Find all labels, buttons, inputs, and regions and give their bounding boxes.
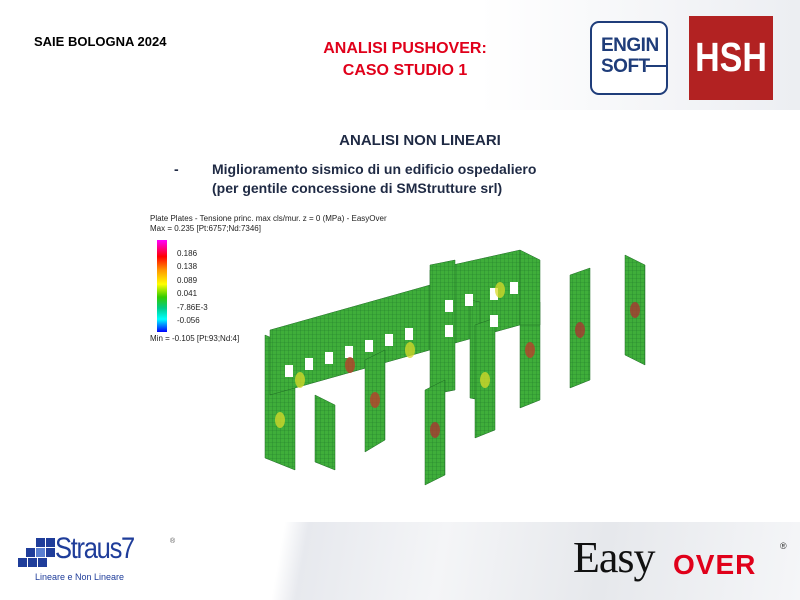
scale-tick: 0.041 (177, 289, 198, 299)
wall-plate (519, 249, 541, 326)
scale-tick: -7.86E-3 (177, 302, 208, 312)
enginsoft-logo: ENGIN SOFT (590, 21, 668, 95)
legend-max: Max = 0.235 [Pt:6757;Nd:7346] (150, 224, 261, 233)
logo-square (28, 558, 37, 567)
stress-hotspot (370, 392, 380, 408)
window-opening (305, 358, 313, 370)
stress-hotspot (275, 412, 285, 428)
wall-plate (429, 259, 456, 396)
logo-bar (646, 65, 668, 67)
bullet-line-1: Miglioramento sismico di un edificio osp… (212, 161, 537, 177)
window-opening (325, 352, 333, 364)
window-opening (490, 315, 498, 327)
scale-tick: 0.089 (177, 275, 198, 285)
section-heading: ANALISI NON LINEARI (339, 132, 501, 149)
contour-legend-header: Plate Plates - Tensione princ. max cls/m… (150, 214, 387, 234)
event-label: SAIE BOLOGNA 2024 (34, 34, 167, 49)
slide-title: ANALISI PUSHOVER: CASO STUDIO 1 (280, 38, 530, 82)
stress-hotspot (295, 372, 305, 388)
window-opening (510, 282, 518, 294)
enginsoft-logo-line1: ENGIN (601, 35, 659, 56)
stress-hotspot (525, 342, 535, 358)
logo-square (46, 538, 55, 547)
window-opening (345, 346, 353, 358)
stress-hotspot (430, 422, 440, 438)
straus7-name: Straus7 (55, 532, 135, 565)
stress-hotspot (495, 282, 505, 298)
logo-square (26, 548, 35, 557)
scale-tick: 0.138 (177, 262, 198, 272)
bullet-item: - Miglioramento sismico di un edificio os… (174, 160, 536, 198)
stress-hotspot (405, 342, 415, 358)
window-opening (465, 294, 473, 306)
legend-title: Plate Plates - Tensione princ. max cls/m… (150, 214, 387, 223)
window-opening (445, 325, 453, 337)
logo-square (38, 558, 47, 567)
stress-hotspot (480, 372, 490, 388)
registered-mark: ® (780, 541, 787, 551)
wall-plate (314, 394, 336, 471)
footer-background (0, 522, 800, 600)
legend-min: Min = -0.105 [Pt:93;Nd:4] (150, 334, 240, 343)
title-line-2: CASO STUDIO 1 (342, 62, 468, 79)
fem-model-render (264, 249, 646, 486)
bullet-line-2: (per gentile concessione di SMStrutture … (212, 180, 503, 196)
straus7-tagline: Lineare e Non Lineare (35, 572, 125, 582)
color-scale-ticks: 0.186 0.138 0.089 0.041 -7.86E-3 -0.056 (177, 247, 208, 327)
enginsoft-logo-line2: SOFT (601, 56, 650, 77)
window-opening (490, 288, 498, 300)
stress-hotspot (575, 322, 585, 338)
registered-mark: ® (170, 538, 176, 545)
logo-square (36, 538, 45, 547)
window-opening (385, 334, 393, 346)
window-opening (285, 365, 293, 377)
scale-tick: -0.056 (177, 316, 200, 326)
scale-tick: 0.186 (177, 249, 198, 258)
logo-square (46, 548, 55, 557)
window-opening (365, 340, 373, 352)
bullet-marker: - (174, 161, 179, 177)
window-opening (445, 300, 453, 312)
easyover-logo-easy: Easy (573, 533, 656, 582)
stress-hotspot (345, 357, 355, 373)
title-line-1: ANALISI PUSHOVER: (323, 40, 487, 57)
color-scale-bar (157, 240, 167, 332)
easyover-logo-over: OVER (673, 549, 757, 580)
logo-square (36, 548, 45, 557)
logo-square (18, 558, 27, 567)
hsh-logo: HSH (689, 16, 773, 100)
stress-hotspot (630, 302, 640, 318)
window-opening (405, 328, 413, 340)
